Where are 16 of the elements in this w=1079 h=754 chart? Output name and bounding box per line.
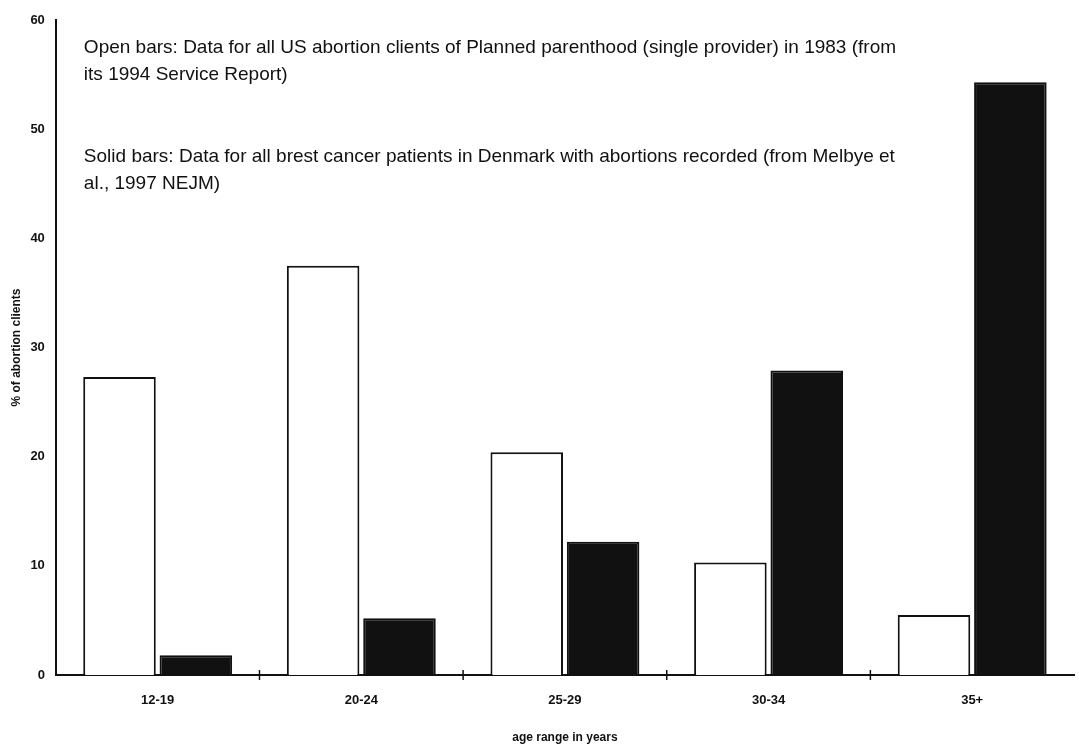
x-tick-label: 12-19 <box>141 692 175 708</box>
x-tick-label: 30-34 <box>751 692 786 708</box>
y-tick-label: 10 <box>30 557 45 573</box>
y-tick-label: 60 <box>30 11 45 27</box>
x-axis-title: age range in years <box>512 730 618 745</box>
annotation: Open bars: Data for all US abortion clients of Planned parenthood (single provider) in 1983 (from its 1994 Service Report) <box>83 35 897 84</box>
x-tick-label: 35+ <box>961 692 984 708</box>
x-tick-label: 25-29 <box>548 692 582 708</box>
annotation: Solid bars: Data for all brest cancer patients in Denmark with abortions recorded (from Melbye et al., 1997 NEJM) <box>83 144 896 193</box>
y-axis-title: % of abortion clients <box>8 288 23 407</box>
x-tick-label: 20-24 <box>344 692 379 708</box>
y-tick-label: 20 <box>30 448 45 464</box>
y-tick-label: 40 <box>30 229 45 245</box>
y-tick-label: 50 <box>30 120 45 136</box>
y-tick-label: 30 <box>30 339 45 355</box>
y-tick-label: 0 <box>37 666 45 682</box>
